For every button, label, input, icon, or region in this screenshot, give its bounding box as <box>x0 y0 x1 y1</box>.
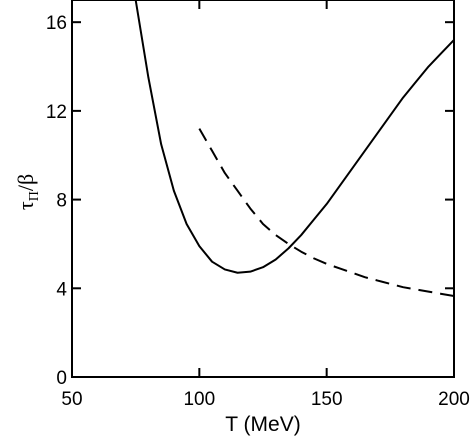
y-axis-title-tail: /β <box>13 174 38 191</box>
x-tick-label-100: 100 <box>183 389 215 410</box>
y-axis-title-sub: Π <box>27 191 42 201</box>
x-tick-label-50: 50 <box>61 389 82 410</box>
series-line-1-solid <box>134 0 454 274</box>
series-layer <box>134 0 454 298</box>
x-tick-label-200: 200 <box>438 389 470 410</box>
series-line-2-dashed <box>198 128 454 298</box>
y-tick-label-8: 8 <box>56 191 67 212</box>
y-tick-label-4: 4 <box>56 279 67 300</box>
plot-frame <box>71 0 455 378</box>
y-ticks: 0 4 8 12 16 <box>46 13 454 389</box>
y-tick-label-0: 0 <box>56 368 67 389</box>
y-tick-label-12: 12 <box>46 102 67 123</box>
y-axis-title: τΠ/β <box>13 174 42 210</box>
x-axis-title: T (MeV) <box>225 413 300 436</box>
x-ticks: 50 100 150 200 <box>61 0 470 410</box>
x-tick-label-150: 150 <box>311 389 343 410</box>
y-axis-title-main: τ <box>13 201 38 210</box>
y-tick-label-16: 16 <box>46 13 67 34</box>
